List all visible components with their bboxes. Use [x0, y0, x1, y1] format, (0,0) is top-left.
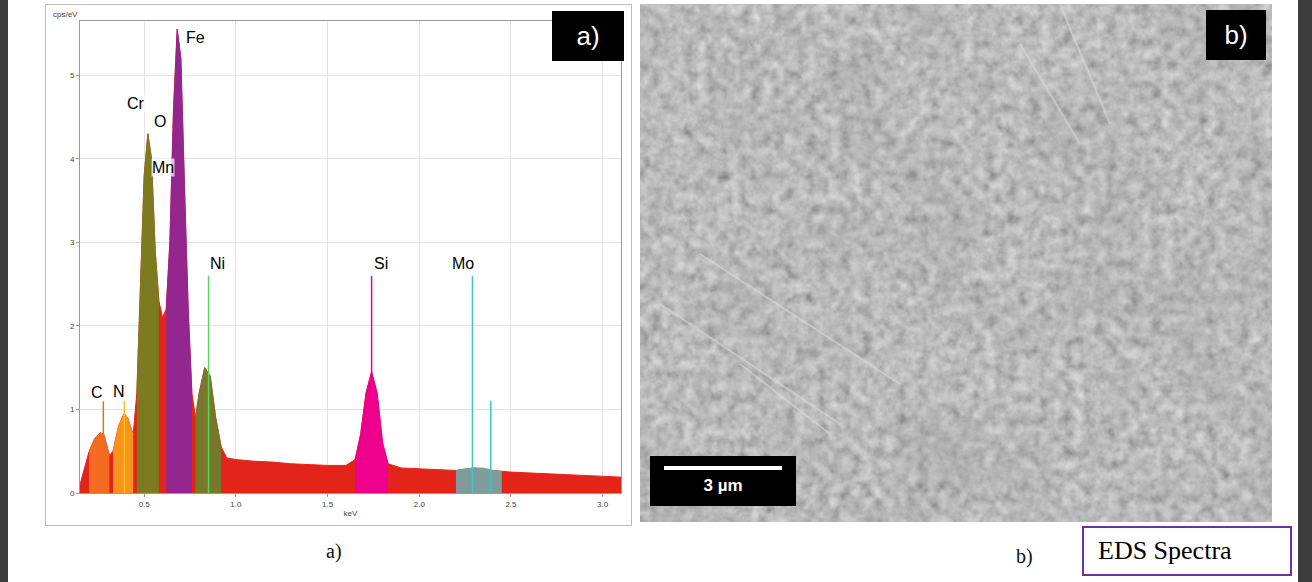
svg-text:cps/eV: cps/eV	[53, 10, 78, 19]
svg-text:0: 0	[70, 489, 75, 498]
svg-text:3.0: 3.0	[597, 500, 609, 509]
svg-text:keV: keV	[344, 509, 358, 518]
svg-text:C: C	[91, 384, 103, 401]
svg-text:2.5: 2.5	[505, 500, 517, 509]
html-text:b): b)	[1224, 19, 1248, 50]
html-text:a): a)	[326, 540, 342, 562]
svg-text:2: 2	[70, 322, 75, 331]
html-text:b): b)	[1016, 545, 1033, 567]
svg-text:1.5: 1.5	[322, 500, 334, 509]
svg-text:Cr: Cr	[127, 95, 145, 112]
html-text:EDS Spectra: EDS Spectra	[1098, 536, 1232, 565]
html-text:3 µm: 3 µm	[703, 476, 743, 495]
svg-text:2.0: 2.0	[414, 500, 426, 509]
svg-text:1.0: 1.0	[230, 500, 242, 509]
svg-text:Ni: Ni	[210, 255, 225, 272]
svg-text:Mn: Mn	[152, 159, 174, 176]
svg-text:N: N	[113, 383, 125, 400]
svg-text:3: 3	[70, 238, 75, 247]
svg-text:0.5: 0.5	[139, 500, 151, 509]
svg-text:O: O	[154, 113, 166, 130]
svg-text:5: 5	[70, 71, 75, 80]
svg-text:4: 4	[70, 155, 75, 164]
svg-text:Mo: Mo	[452, 255, 474, 272]
svg-text:Si: Si	[374, 255, 388, 272]
svg-text:1: 1	[70, 405, 75, 414]
svg-text:Fe: Fe	[186, 29, 205, 46]
html-text:a): a)	[576, 20, 600, 51]
